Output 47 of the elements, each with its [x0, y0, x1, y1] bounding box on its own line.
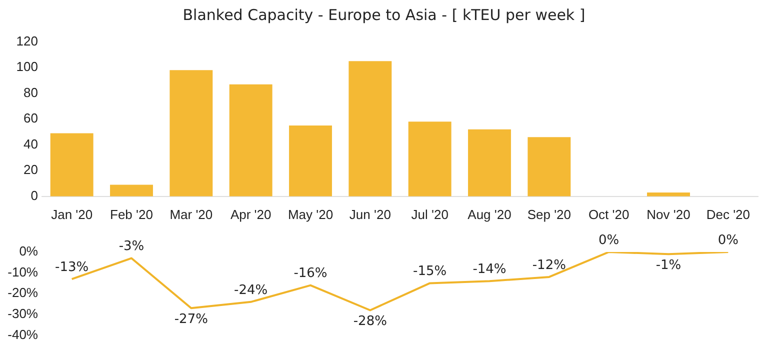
bar [528, 137, 571, 196]
data-label: -27% [174, 312, 208, 328]
data-label: -24% [234, 282, 268, 298]
y-tick-label: -30% [8, 306, 38, 321]
y-tick-label: 80 [24, 84, 38, 100]
bar [289, 126, 332, 196]
y-tick-label: -10% [8, 264, 38, 280]
y-tick-label: 0% [19, 244, 38, 259]
data-label: -1% [656, 258, 682, 273]
data-label: -12% [532, 258, 566, 273]
x-tick-label: Sep '20 [527, 206, 572, 222]
data-label: 0% [718, 232, 738, 248]
y-tick-label: 20 [24, 162, 38, 178]
x-tick-label: Jul '20 [411, 206, 448, 222]
x-tick-label: Jan '20 [51, 206, 93, 222]
bar [50, 133, 94, 196]
x-tick-label: Mar '20 [170, 206, 213, 222]
x-tick-label: Nov '20 [646, 206, 690, 222]
chart-title: Blanked Capacity - Europe to Asia - [ kTEU per week ] [182, 5, 586, 26]
bar [229, 84, 272, 196]
bar [170, 70, 213, 196]
y-tick-label: -20% [8, 285, 38, 300]
x-tick-label: Apr '20 [230, 206, 272, 222]
x-tick-label: Aug '20 [468, 206, 512, 222]
x-tick-label: Feb '20 [110, 206, 153, 222]
y-tick-label: 60 [24, 110, 38, 126]
data-label: -13% [55, 260, 89, 275]
data-label: -3% [118, 239, 144, 254]
data-label: -14% [472, 262, 506, 277]
data-label: 0% [598, 232, 620, 248]
bar [408, 122, 452, 196]
y-tick-label: 40 [24, 136, 38, 152]
y-tick-label: 120 [16, 33, 38, 48]
y-tick-label: -40% [8, 326, 38, 342]
x-tick-label: May '20 [288, 206, 334, 222]
x-tick-label: Oct '20 [588, 206, 630, 222]
y-tick-label: 0 [30, 188, 38, 203]
y-tick-label: 100 [16, 59, 38, 74]
x-tick-label: Jun '20 [349, 206, 391, 222]
bar [348, 61, 392, 196]
bar [647, 192, 690, 196]
data-label: -16% [294, 266, 328, 282]
x-tick-label: Dec '20 [706, 206, 750, 222]
data-label: -28% [353, 314, 387, 330]
bar [468, 129, 511, 196]
bar [110, 184, 153, 196]
data-label: -15% [413, 264, 447, 280]
